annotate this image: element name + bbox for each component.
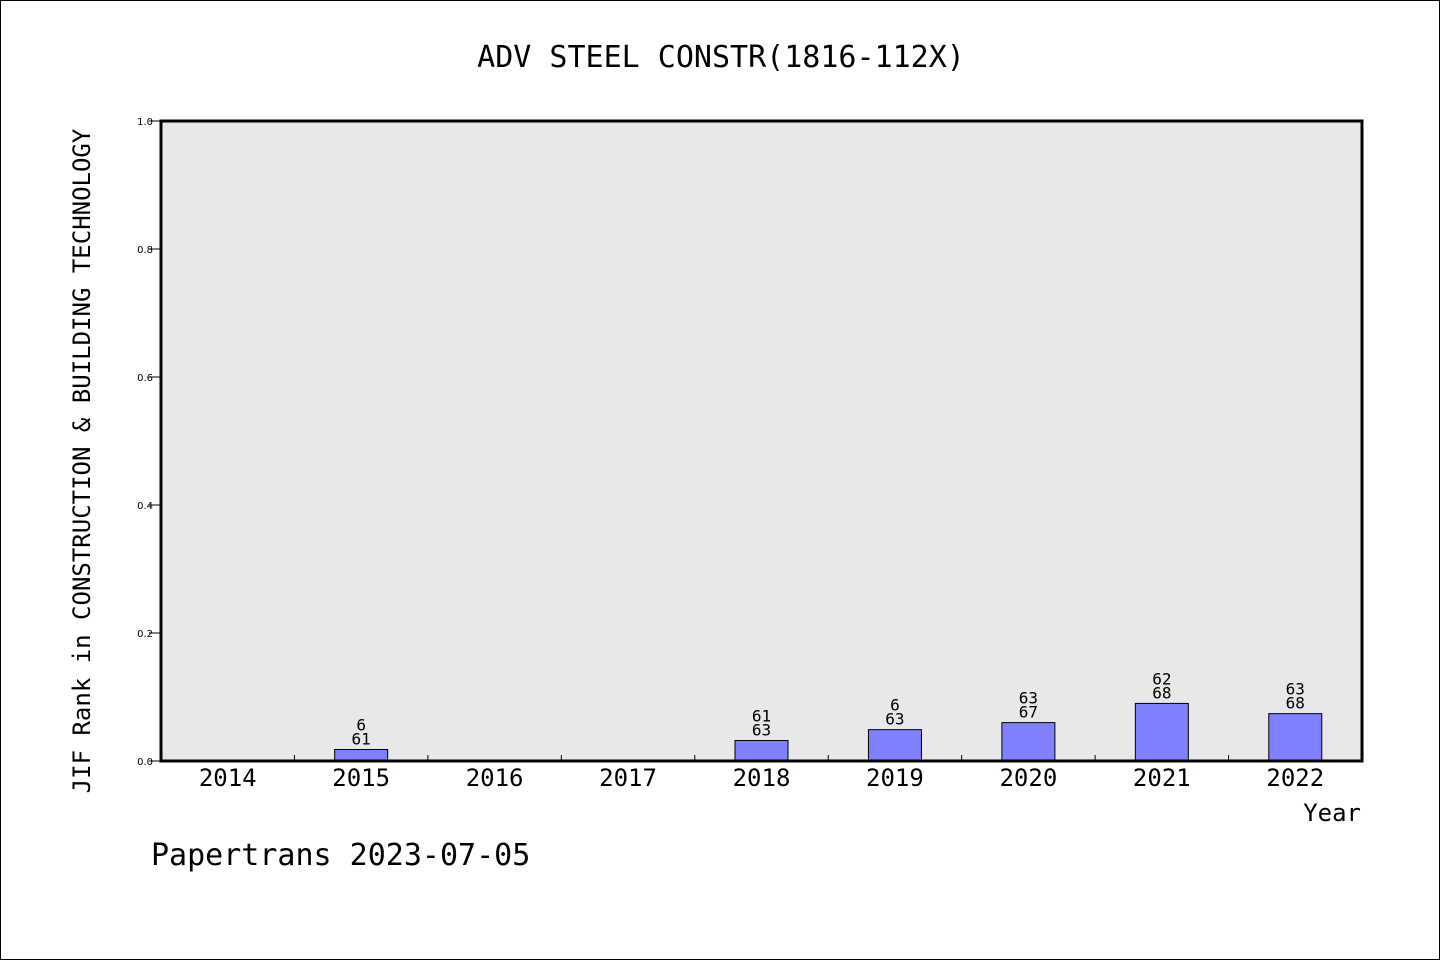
plot-border (159, 119, 1364, 763)
bar-label-rank: 6 (890, 696, 900, 715)
bar-label-rank: 6 (356, 715, 366, 734)
x-tick-label: 2016 (466, 764, 524, 792)
bar-label-rank: 63 (1019, 689, 1038, 708)
bar-label-total: 68 (1152, 683, 1171, 702)
chart-title: ADV STEEL CONSTR(1816-112X) (477, 40, 965, 75)
bar-label-total: 63 (885, 710, 904, 729)
bar-2018 (734, 740, 789, 762)
footer-watermark: Papertrans 2023-07-05 (151, 838, 530, 873)
bar-label-total: 68 (1286, 694, 1305, 713)
x-tick-label: 2017 (599, 764, 657, 792)
bar-2019 (867, 729, 922, 762)
y-tick-label: 0.2 (137, 629, 153, 640)
y-tick-label: 0.0 (137, 757, 153, 768)
bar-label-rank: 63 (1286, 680, 1305, 699)
x-tick-label: 2021 (1133, 764, 1191, 792)
y-tick-label: 0.4 (137, 501, 153, 512)
y-axis-title: JIF Rank in CONSTRUCTION & BUILDING TECH… (68, 128, 96, 793)
x-tick-label: 2018 (733, 764, 791, 792)
bar-2020 (1001, 722, 1056, 762)
x-tick-label: 2014 (199, 764, 257, 792)
y-tick-label: 1.0 (137, 117, 153, 128)
bar-label-rank: 62 (1152, 669, 1171, 688)
bar-label-total: 63 (752, 721, 771, 740)
bar-2015 (334, 748, 389, 762)
y-axis: 0.0 0.2 0.4 0.6 0.8 1.0 (137, 117, 161, 768)
bar-label-total: 61 (352, 729, 371, 748)
bar-2022 (1268, 713, 1323, 762)
bar-label-rank: 61 (752, 707, 771, 726)
y-tick-label: 0.8 (137, 245, 153, 256)
bar-2021 (1134, 702, 1189, 762)
y-tick-label: 0.6 (137, 373, 153, 384)
x-axis-title: Year (1303, 799, 1361, 827)
x-axis: 2014 2015 2016 2017 2018 2019 2020 2021 2022 (199, 755, 1324, 792)
x-tick-label: 2019 (866, 764, 924, 792)
plot-area (161, 121, 1362, 761)
bar-label-total: 67 (1019, 703, 1038, 722)
x-tick-label: 2022 (1266, 764, 1324, 792)
x-tick-label: 2020 (999, 764, 1057, 792)
x-tick-label: 2015 (332, 764, 390, 792)
